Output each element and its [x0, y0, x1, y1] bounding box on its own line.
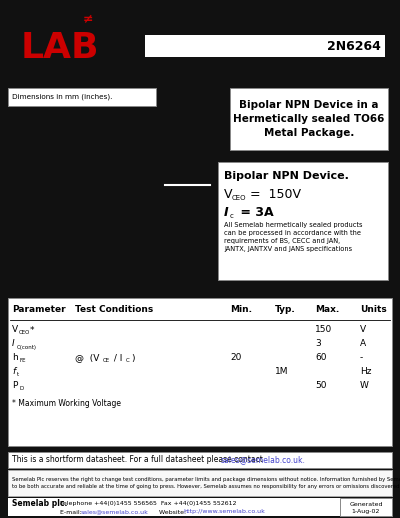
Text: t: t — [17, 372, 19, 378]
Text: 150: 150 — [315, 325, 332, 335]
Bar — [340, 498, 392, 516]
Text: c: c — [230, 213, 234, 219]
Text: FE: FE — [19, 358, 26, 364]
Text: ): ) — [131, 353, 134, 363]
Text: E-mail:: E-mail: — [60, 510, 84, 514]
Text: * Maximum Working Voltage: * Maximum Working Voltage — [12, 398, 121, 408]
Bar — [230, 88, 388, 150]
Text: *: * — [30, 325, 34, 335]
Text: f: f — [12, 367, 15, 377]
Text: Min.: Min. — [230, 306, 252, 314]
Bar — [8, 498, 392, 516]
Text: Bipolar NPN Device in a
Hermetically sealed TO66
Metal Package.: Bipolar NPN Device in a Hermetically sea… — [233, 100, 385, 138]
Text: Bipolar NPN Device.: Bipolar NPN Device. — [224, 171, 349, 181]
Text: V: V — [360, 325, 366, 335]
Text: Generated: Generated — [349, 501, 383, 507]
Text: V: V — [12, 325, 18, 335]
Text: Typ.: Typ. — [275, 306, 296, 314]
Text: Max.: Max. — [315, 306, 339, 314]
Text: 3: 3 — [315, 339, 321, 349]
Text: A: A — [360, 339, 366, 349]
Text: h: h — [12, 353, 18, 363]
Text: I: I — [12, 339, 15, 349]
Text: Semelab Plc reserves the right to change test conditions, parameter limits and p: Semelab Plc reserves the right to change… — [12, 477, 400, 489]
Text: D: D — [19, 386, 23, 392]
Text: 1-Aug-02: 1-Aug-02 — [352, 510, 380, 514]
Text: All Semelab hermetically sealed products
can be processed in accordance with the: All Semelab hermetically sealed products… — [224, 222, 362, 252]
Text: 60: 60 — [315, 353, 326, 363]
Bar — [8, 88, 156, 106]
Text: 1M: 1M — [275, 367, 288, 377]
Text: =  150V: = 150V — [246, 188, 301, 200]
Text: = 3A: = 3A — [236, 206, 274, 219]
Text: http://www.semelab.co.uk: http://www.semelab.co.uk — [183, 510, 265, 514]
Text: 50: 50 — [315, 381, 326, 391]
Text: This is a shortform datasheet. For a full datasheet please contact: This is a shortform datasheet. For a ful… — [12, 455, 265, 465]
Text: ≠: ≠ — [83, 13, 93, 26]
Text: Units: Units — [360, 306, 387, 314]
Text: / I: / I — [111, 353, 122, 363]
Text: -: - — [360, 353, 363, 363]
Text: LAB: LAB — [21, 31, 99, 65]
Text: @  (V: @ (V — [75, 353, 99, 363]
Bar — [218, 162, 388, 280]
Text: CE: CE — [103, 358, 110, 364]
Bar — [8, 452, 392, 468]
Bar — [8, 298, 392, 446]
Text: sales@semelab.co.uk.: sales@semelab.co.uk. — [221, 455, 306, 465]
Text: Dimensions in mm (inches).: Dimensions in mm (inches). — [12, 94, 112, 100]
Text: C(cont): C(cont) — [17, 344, 37, 350]
Text: 2N6264: 2N6264 — [327, 39, 381, 52]
Text: I: I — [224, 206, 229, 219]
Text: Semelab plc.: Semelab plc. — [12, 499, 67, 509]
Text: CEO: CEO — [232, 195, 246, 201]
Text: Test Conditions: Test Conditions — [75, 306, 153, 314]
Text: P: P — [12, 381, 17, 391]
Text: Website:: Website: — [153, 510, 188, 514]
Text: C: C — [126, 358, 130, 364]
Text: Telephone +44(0)1455 556565  Fax +44(0)1455 552612: Telephone +44(0)1455 556565 Fax +44(0)14… — [60, 501, 236, 507]
Text: sales@semelab.co.uk: sales@semelab.co.uk — [81, 510, 149, 514]
Text: Hz: Hz — [360, 367, 372, 377]
Text: 20: 20 — [230, 353, 241, 363]
Text: V: V — [224, 188, 232, 200]
Bar — [145, 35, 385, 57]
Text: Parameter: Parameter — [12, 306, 66, 314]
Text: CEO: CEO — [18, 330, 30, 336]
Bar — [8, 470, 392, 496]
Text: W: W — [360, 381, 369, 391]
